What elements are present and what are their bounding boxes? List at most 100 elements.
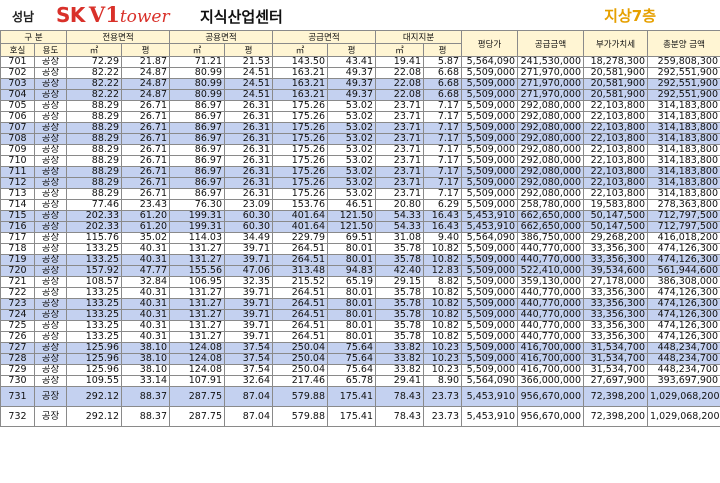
cell-cm-m2: 80.99	[169, 89, 225, 101]
cell-use: 공장	[34, 122, 67, 134]
cell-cm-m2: 131.27	[169, 287, 225, 299]
cell-ld-py: 10.82	[423, 331, 462, 343]
cell-use: 공장	[34, 386, 67, 407]
cell-cm-m2: 114.03	[169, 232, 225, 244]
table-row: 726 공장 133.25 40.31 131.27 39.71 264.51 80.01 35…	[0, 331, 720, 343]
cell-cm-py: 26.31	[224, 100, 273, 112]
cell-use: 공장	[34, 188, 67, 200]
cell-sp-m2: 264.51	[272, 298, 328, 310]
cell-ex-m2: 88.29	[66, 133, 122, 145]
cell-sp-m2: 163.21	[272, 89, 328, 101]
cell-unit: 706	[0, 111, 35, 123]
cell-total: 561,944,600	[647, 265, 720, 277]
cell-use: 공장	[34, 276, 67, 288]
cell-vat: 39,534,600	[583, 265, 648, 277]
cell-price: 366,000,000	[517, 375, 584, 387]
cell-total: 314,183,800	[647, 177, 720, 189]
cell-ld-m2: 35.78	[375, 287, 424, 299]
cell-ppp: 5,509,000	[461, 276, 518, 288]
cell-ld-m2: 35.78	[375, 320, 424, 332]
cell-use: 공장	[34, 254, 67, 266]
cell-ld-m2: 29.41	[375, 375, 424, 387]
cell-ld-m2: 22.08	[375, 78, 424, 90]
cell-ex-py: 38.10	[121, 353, 170, 365]
cell-sp-m2: 250.04	[272, 342, 328, 354]
cell-ld-py: 8.90	[423, 375, 462, 387]
cell-ld-m2: 35.78	[375, 309, 424, 321]
cell-cm-m2: 86.97	[169, 122, 225, 134]
cell-ld-m2: 78.43	[375, 406, 424, 427]
cell-vat: 33,356,300	[583, 243, 648, 255]
cell-price: 292,080,000	[517, 155, 584, 167]
cell-unit: 721	[0, 276, 35, 288]
cell-total: 393,697,900	[647, 375, 720, 387]
table-row: 712 공장 88.29 26.71 86.97 26.31 175.26 53.02 23.7…	[0, 177, 720, 189]
cell-ld-m2: 33.82	[375, 342, 424, 354]
cell-total: 474,126,300	[647, 287, 720, 299]
cell-sp-m2: 264.51	[272, 287, 328, 299]
table-row: 704 공장 82.22 24.87 80.99 24.51 163.21 49.37 22.0…	[0, 89, 720, 101]
cell-ex-m2: 125.96	[66, 364, 122, 376]
cell-cm-py: 39.71	[224, 298, 273, 310]
cell-vat: 31,534,700	[583, 353, 648, 365]
cell-ppp: 5,509,000	[461, 342, 518, 354]
cell-ex-m2: 88.29	[66, 100, 122, 112]
cell-ex-m2: 125.96	[66, 342, 122, 354]
cell-ld-py: 10.23	[423, 342, 462, 354]
cell-unit: 730	[0, 375, 35, 387]
cell-total: 314,183,800	[647, 144, 720, 156]
cell-unit: 726	[0, 331, 35, 343]
cell-cm-py: 23.09	[224, 199, 273, 211]
cell-ex-py: 38.10	[121, 342, 170, 354]
cell-cm-py: 37.54	[224, 364, 273, 376]
cell-total: 474,126,300	[647, 254, 720, 266]
cell-vat: 22,103,800	[583, 122, 648, 134]
cell-total: 292,551,900	[647, 78, 720, 90]
cell-sp-py: 49.37	[327, 78, 376, 90]
cell-price: 292,080,000	[517, 111, 584, 123]
col-supply-price: 공급금액	[517, 30, 584, 57]
table-row: 720 공장 157.92 47.77 155.56 47.06 313.48 94.83 42…	[0, 265, 720, 277]
cell-cm-py: 87.04	[224, 386, 273, 407]
cell-cm-py: 60.30	[224, 210, 273, 222]
cell-total: 314,183,800	[647, 100, 720, 112]
cell-ex-py: 24.87	[121, 67, 170, 79]
cell-sp-py: 53.02	[327, 155, 376, 167]
cell-sp-py: 53.02	[327, 166, 376, 178]
header-row-top: 구 분 전용면적 공용면적 공급면적 대지지분 평당가 공급금액 부가가치세 총…	[0, 30, 720, 57]
cell-total: 1,029,068,200	[647, 386, 720, 407]
cell-cm-py: 47.06	[224, 265, 273, 277]
cell-sp-m2: 175.26	[272, 166, 328, 178]
cell-vat: 33,356,300	[583, 331, 648, 343]
cell-unit: 729	[0, 364, 35, 376]
cell-price: 522,410,000	[517, 265, 584, 277]
cell-price: 662,650,000	[517, 221, 584, 233]
cell-ld-py: 9.40	[423, 232, 462, 244]
cell-cm-py: 26.31	[224, 188, 273, 200]
cell-ld-py: 23.73	[423, 406, 462, 427]
cell-sp-m2: 175.26	[272, 122, 328, 134]
cell-cm-py: 32.64	[224, 375, 273, 387]
cell-ex-m2: 202.33	[66, 221, 122, 233]
cell-ex-m2: 88.29	[66, 177, 122, 189]
cell-total: 292,551,900	[647, 89, 720, 101]
cell-cm-py: 26.31	[224, 177, 273, 189]
cell-unit: 724	[0, 309, 35, 321]
cell-sp-m2: 163.21	[272, 67, 328, 79]
table-row: 706 공장 88.29 26.71 86.97 26.31 175.26 53.02 23.7…	[0, 111, 720, 123]
cell-ld-py: 7.17	[423, 188, 462, 200]
cell-ld-m2: 22.08	[375, 67, 424, 79]
cell-cm-py: 24.51	[224, 89, 273, 101]
cell-total: 314,183,800	[647, 188, 720, 200]
cell-ex-m2: 133.25	[66, 320, 122, 332]
cell-ppp: 5,453,910	[461, 406, 518, 427]
cell-ld-m2: 19.41	[375, 56, 424, 68]
cell-ld-m2: 35.78	[375, 298, 424, 310]
cell-ld-m2: 29.15	[375, 276, 424, 288]
cell-total: 448,234,700	[647, 342, 720, 354]
table-row: 717 공장 115.76 35.02 114.03 34.49 229.79 69.51 31…	[0, 232, 720, 244]
cell-unit: 720	[0, 265, 35, 277]
cell-unit: 713	[0, 188, 35, 200]
cell-use: 공장	[34, 221, 67, 233]
col-use: 용도	[34, 43, 67, 57]
